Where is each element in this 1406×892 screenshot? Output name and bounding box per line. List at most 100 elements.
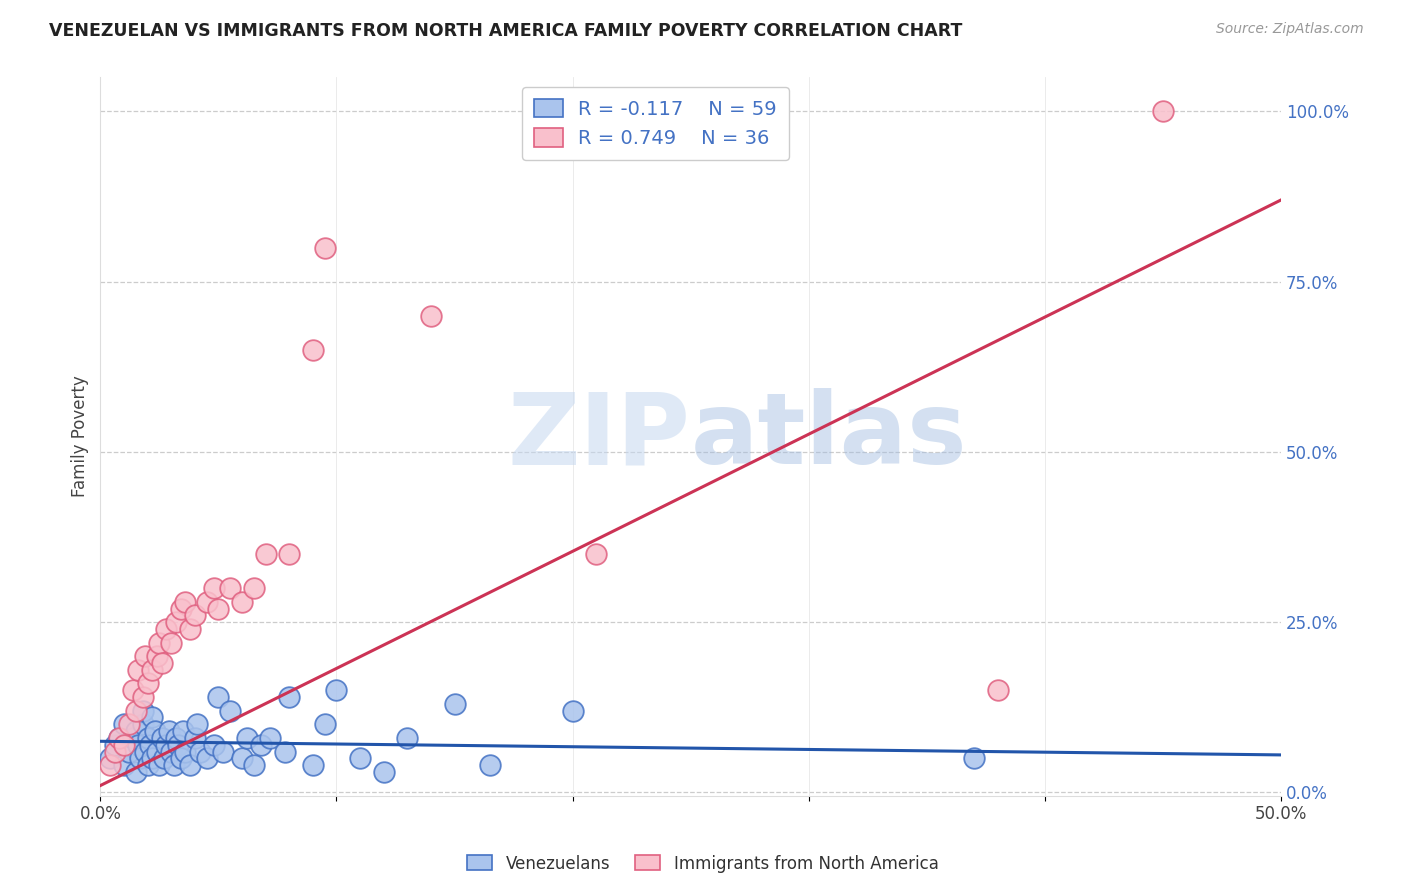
Point [243,581,266,595]
Point [153,751,176,765]
Point [136,731,159,745]
Point [195,595,218,609]
Point [155,622,177,636]
Point [243,758,266,772]
Point [160,744,183,758]
Point [108,731,131,745]
Point [561,704,583,718]
Point [184,731,207,745]
Point [207,601,229,615]
Point [122,683,145,698]
Point [195,751,218,765]
Point [186,717,208,731]
Point [259,731,281,745]
Point [165,731,187,745]
Point [172,724,194,739]
Point [231,751,253,765]
Point [136,676,159,690]
Point [373,764,395,779]
Point [125,724,148,739]
Point [202,581,225,595]
Point [98,758,121,772]
Point [273,744,295,758]
Point [112,738,135,752]
Point [235,731,257,745]
Point [122,731,145,745]
Point [302,343,325,357]
Point [157,724,180,739]
Point [125,764,148,779]
Point [167,738,190,752]
Text: ZIP: ZIP [508,388,690,485]
Point [219,581,242,595]
Point [127,738,149,752]
Point [212,744,235,758]
Point [150,731,173,745]
Point [148,635,170,649]
Point [112,758,135,772]
Point [112,717,135,731]
Point [349,751,371,765]
Point [169,601,191,615]
Point [231,595,253,609]
Point [314,717,336,731]
Point [160,635,183,649]
Point [132,690,155,704]
Point [134,744,156,758]
Point [146,744,169,758]
Point [141,663,163,677]
Point [179,758,201,772]
Point [219,704,242,718]
Point [136,758,159,772]
Point [103,738,125,752]
Point [179,622,201,636]
Point [987,683,1010,698]
Point [207,690,229,704]
Point [98,751,121,765]
Point [141,751,163,765]
Point [129,751,152,765]
Point [478,758,501,772]
Point [963,751,986,765]
Point [150,656,173,670]
Point [278,690,301,704]
Text: atlas: atlas [690,388,967,485]
Point [143,724,166,739]
Point [314,241,336,255]
Legend: R = -0.117    N = 59, R = 0.749    N = 36: R = -0.117 N = 59, R = 0.749 N = 36 [522,87,789,160]
Point [125,704,148,718]
Text: VENEZUELAN VS IMMIGRANTS FROM NORTH AMERICA FAMILY POVERTY CORRELATION CHART: VENEZUELAN VS IMMIGRANTS FROM NORTH AMER… [49,22,963,40]
Point [325,683,347,698]
Point [148,758,170,772]
Point [118,717,141,731]
Point [254,547,277,561]
Point [174,595,197,609]
Point [165,615,187,629]
Point [443,697,465,711]
Point [278,547,301,561]
Point [108,731,131,745]
Y-axis label: Family Poverty: Family Poverty [72,376,89,498]
Point [141,710,163,724]
Text: Source: ZipAtlas.com: Source: ZipAtlas.com [1216,22,1364,37]
Point [419,309,441,323]
Point [139,738,162,752]
Point [155,738,177,752]
Point [103,744,125,758]
Point [132,704,155,718]
Point [188,744,211,758]
Point [146,649,169,664]
Point [202,738,225,752]
Point [134,649,156,664]
Point [250,738,273,752]
Point [127,663,149,677]
Legend: Venezuelans, Immigrants from North America: Venezuelans, Immigrants from North Ameri… [461,848,945,880]
Point [169,751,191,765]
Point [184,608,207,623]
Point [118,744,141,758]
Point [302,758,325,772]
Point [1152,104,1174,119]
Point [396,731,419,745]
Point [132,717,155,731]
Point [174,744,197,758]
